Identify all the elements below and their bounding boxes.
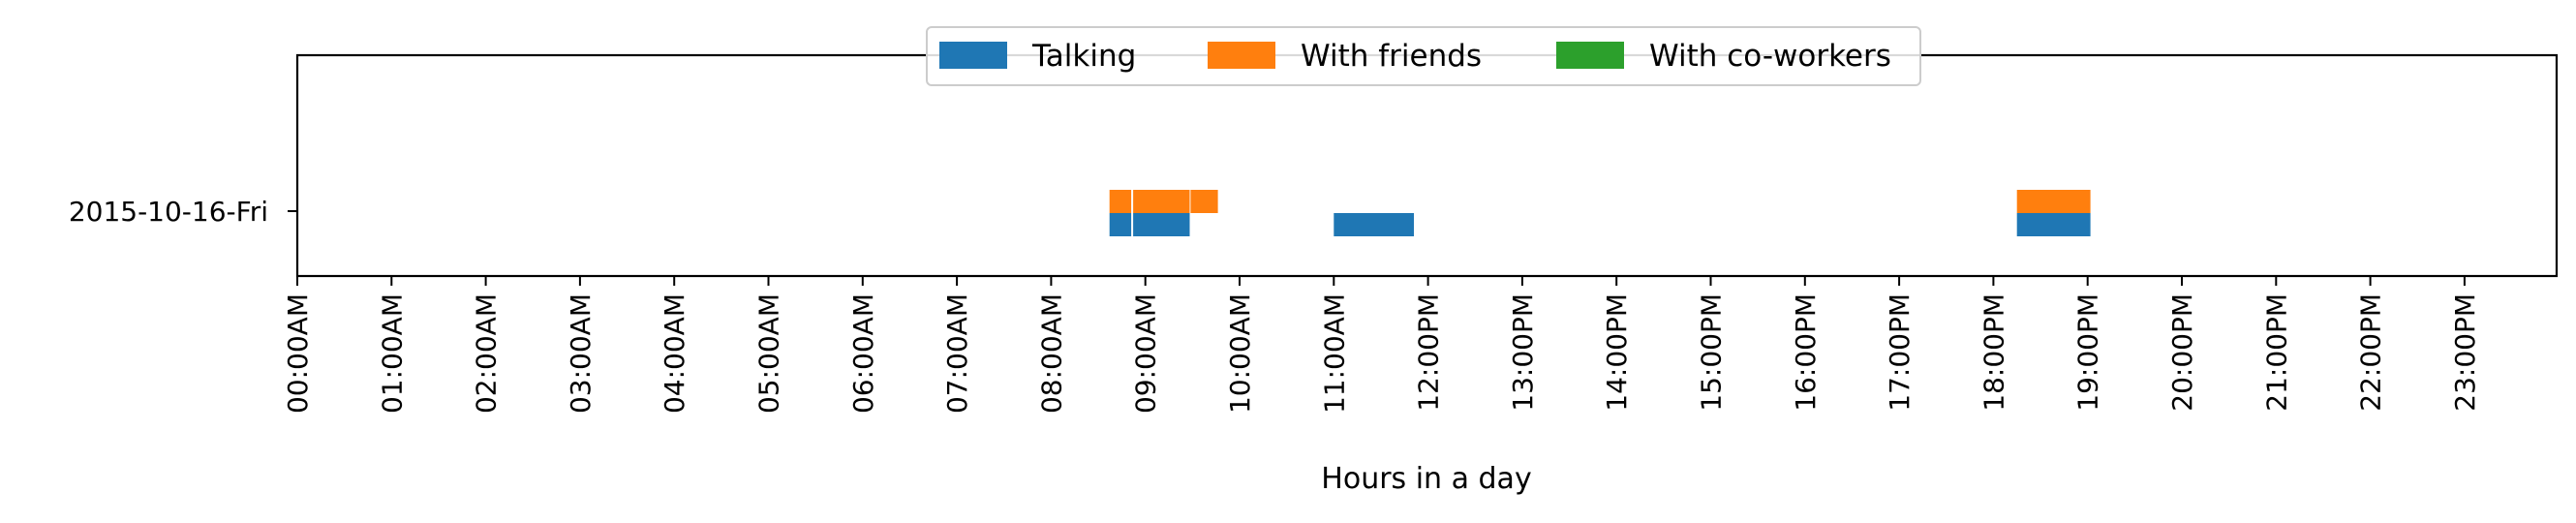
y-tick-label: 2015-10-16-Fri [69,196,268,228]
x-tick-label: 04:00AM [659,293,690,414]
x-tick-label: 20:00PM [2166,293,2198,412]
x-tick-label: 09:00AM [1130,293,1162,414]
x-tick-label: 18:00PM [1978,293,2009,412]
bar-with-friends-0 [1109,190,1132,213]
x-tick-label: 12:00PM [1413,293,1445,412]
x-tick-label: 23:00PM [2449,293,2481,412]
bar-talking-0 [1109,213,1132,236]
legend-label-with-co-workers: With co-workers [1649,39,1891,74]
bar-with-friends-2 [1190,190,1218,213]
legend-swatch-with-co-workers [1556,42,1624,69]
bar-with-friends-3 [2016,190,2091,213]
x-tick-label: 19:00PM [2072,293,2104,412]
x-tick-label: 01:00AM [376,293,408,414]
x-tick-label: 03:00AM [565,293,597,414]
x-tick-label: 17:00PM [1884,293,1916,412]
x-tick-label: 21:00PM [2260,293,2292,412]
legend-label-with-friends: With friends [1301,39,1482,74]
x-tick-label: 00:00AM [282,293,314,414]
legend: Talking With friends With co-workers [926,26,1921,86]
x-tick-label: 15:00PM [1696,293,1728,412]
bar-with-friends-1 [1133,190,1190,213]
bar-talking-3 [2016,213,2091,236]
x-tick-label: 22:00PM [2355,293,2387,412]
x-tick-label: 07:00AM [941,293,973,414]
x-tick-label: 16:00PM [1790,293,1822,412]
bar-talking-2 [1334,213,1414,236]
x-tick-label: 05:00AM [753,293,785,414]
x-axis-label: Hours in a day [1321,462,1531,496]
plot-frame [295,53,2559,278]
chart-marks [1109,190,2091,236]
legend-label-talking: Talking [1031,39,1136,74]
x-tick-label: 06:00AM [847,293,879,414]
x-axis: 00:00AM 01:00AM 02:00AM 03:00AM 04:00AM 05:00… [282,276,2481,414]
x-tick-label: 11:00AM [1318,293,1350,414]
legend-swatch-with-friends [1208,42,1275,69]
x-tick-label: 02:00AM [471,293,503,414]
legend-swatch-talking [939,42,1007,69]
bar-talking-1 [1133,213,1190,236]
y-axis: 2015-10-16-Fri [69,196,297,228]
x-tick-label: 08:00AM [1035,293,1067,414]
x-tick-label: 13:00PM [1507,293,1539,412]
legend-box [926,26,1921,86]
x-tick-label: 14:00PM [1601,293,1633,412]
x-tick-label: 10:00AM [1224,293,1256,414]
